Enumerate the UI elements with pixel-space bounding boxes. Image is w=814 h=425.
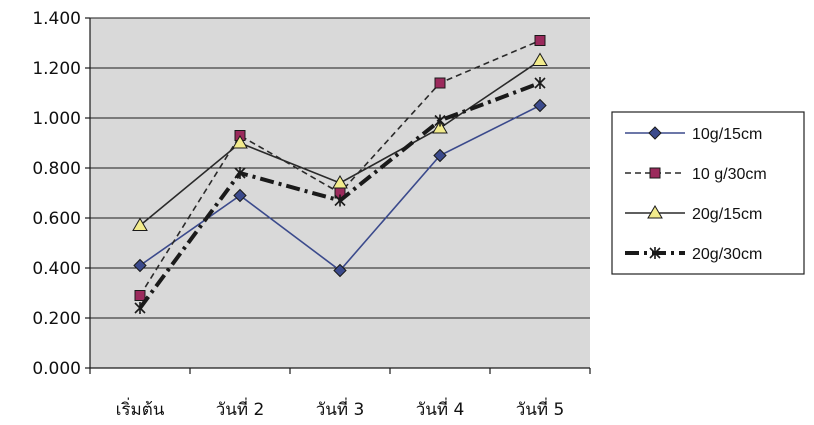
legend-label: 10g/15cm <box>692 126 762 143</box>
x-tick-label: วันที่ 5 <box>516 397 565 420</box>
data-point <box>534 77 546 89</box>
series-3 <box>132 52 548 231</box>
data-point <box>233 188 247 203</box>
y-tick-label: 1.400 <box>32 9 81 29</box>
data-point <box>532 52 548 66</box>
data-point <box>332 175 348 189</box>
x-tick-label: วันที่ 3 <box>316 397 365 420</box>
y-tick-label: 0.600 <box>32 209 81 229</box>
data-point <box>232 135 248 149</box>
legend-item-2: 10 g/30cm <box>625 166 767 183</box>
legend-item-4: 20g/30cm <box>625 246 762 263</box>
legend-label: 20g/15cm <box>692 206 762 223</box>
axes: 0.000 0.200 0.400 0.600 0.800 1.000 1.200 1.400… <box>32 9 591 420</box>
data-point <box>134 290 146 301</box>
legend-label: 10 g/30cm <box>692 166 767 183</box>
legend-label: 20g/30cm <box>692 246 762 263</box>
legend-marker <box>648 126 662 140</box>
y-tick-label: 1.000 <box>32 109 81 129</box>
legend-marker <box>649 167 661 179</box>
data-point <box>434 114 446 127</box>
legend-box <box>611 111 805 275</box>
legend-item-1: 10g/15cm <box>625 126 762 143</box>
data-point <box>432 120 448 134</box>
data-point <box>133 258 147 273</box>
x-tick-label: เริ่มต้น <box>116 397 165 420</box>
data-point <box>334 194 346 207</box>
y-tick-label: 1.200 <box>32 59 81 79</box>
data-point <box>234 167 246 179</box>
y-tick-label: 0.200 <box>32 309 81 329</box>
data-point <box>333 263 347 278</box>
legend-marker <box>649 247 661 259</box>
legend: 10g/15cm 10 g/30cm 20g/15cm 20g/30cm <box>611 111 805 275</box>
data-point <box>433 148 447 163</box>
x-tick-label: วันที่ 2 <box>216 397 265 420</box>
y-tick-label: 0.800 <box>32 159 81 179</box>
legend-marker <box>647 205 663 219</box>
series-group <box>132 35 548 314</box>
legend-item-3: 20g/15cm <box>625 205 762 223</box>
data-point <box>533 98 547 113</box>
data-point <box>534 35 546 46</box>
y-tick-label: 0.000 <box>32 359 81 379</box>
x-tick-label: วันที่ 4 <box>416 397 465 420</box>
data-point <box>134 302 146 314</box>
series-4 <box>134 77 546 314</box>
data-point <box>434 77 446 89</box>
y-tick-label: 0.400 <box>32 259 81 279</box>
data-point <box>132 217 148 231</box>
